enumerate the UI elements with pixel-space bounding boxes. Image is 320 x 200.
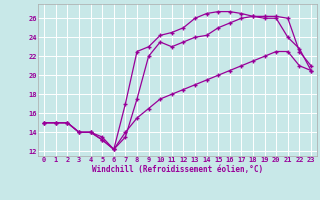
X-axis label: Windchill (Refroidissement éolien,°C): Windchill (Refroidissement éolien,°C) <box>92 165 263 174</box>
